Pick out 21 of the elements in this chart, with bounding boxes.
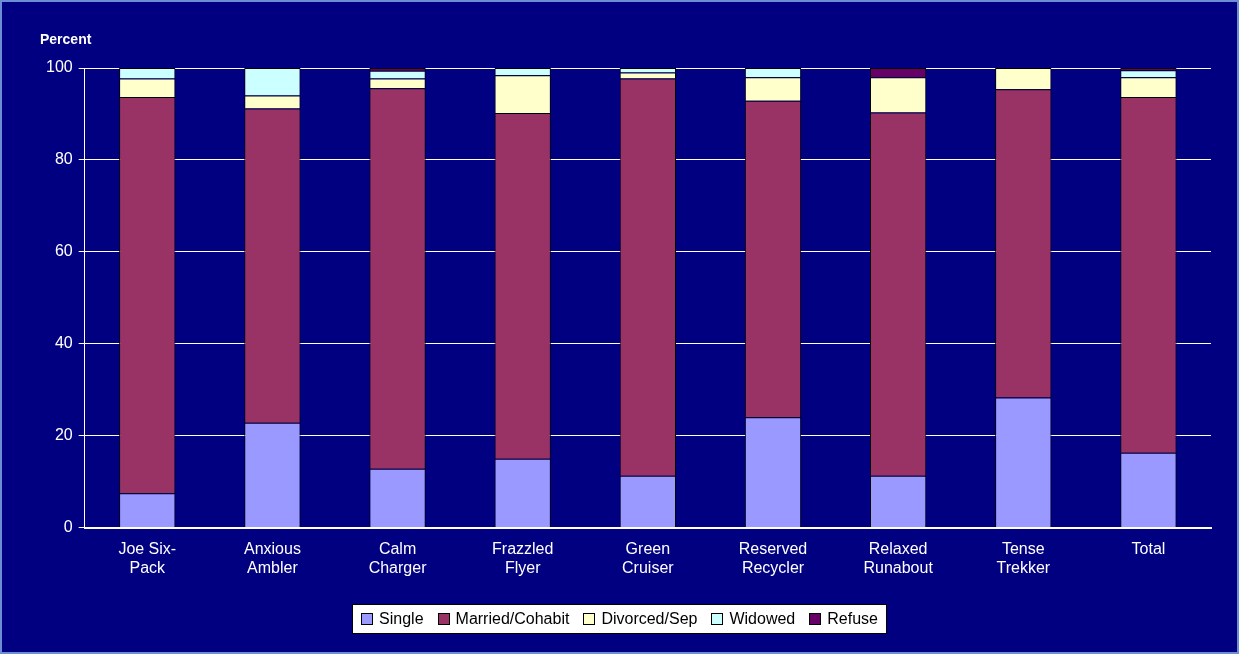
x-tick-label: Anxious Ambler bbox=[243, 539, 301, 576]
y-tick-label: 80 bbox=[54, 150, 73, 168]
y-tick-label: 0 bbox=[63, 518, 73, 536]
y-tick-label: 100 bbox=[45, 58, 73, 76]
x-tick-label: Tense Trekker bbox=[996, 539, 1051, 576]
x-tick-label: Reserved Recycler bbox=[738, 539, 808, 576]
x-tick-label: Green Cruiser bbox=[622, 539, 675, 576]
x-tick-label: Relaxed Runabout bbox=[863, 539, 934, 576]
x-tick-label: Joe Six-Pack bbox=[118, 539, 177, 576]
legend-label: Single bbox=[379, 610, 424, 628]
legend-label: Married/Cohabit bbox=[455, 610, 570, 628]
x-tick-label: Total bbox=[1131, 539, 1166, 557]
y-tick-label: 20 bbox=[54, 426, 73, 444]
y-tick-label: 60 bbox=[54, 242, 73, 260]
y-tick-label: 40 bbox=[54, 334, 73, 352]
legend-label: Refuse bbox=[827, 610, 878, 628]
legend-label: Widowed bbox=[729, 610, 796, 628]
y-axis-title: Percent bbox=[40, 30, 92, 47]
x-tick-label: Calm Charger bbox=[368, 539, 428, 576]
legend-label: Divorced/Sep bbox=[601, 610, 698, 628]
x-tick-label: Frazzled Flyer bbox=[492, 539, 554, 576]
